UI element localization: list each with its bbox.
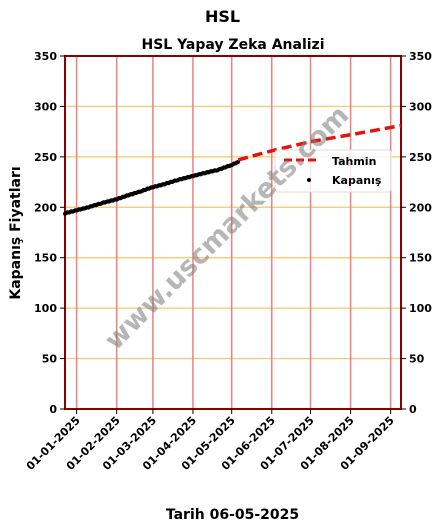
watermark: www.uscmarkets.com — [99, 100, 356, 357]
y-tick-label-right: 200 — [409, 201, 432, 214]
page-title: HSL — [204, 7, 241, 26]
y-tick-label-right: 50 — [409, 353, 425, 366]
y-tick-label-right: 100 — [409, 302, 432, 315]
chart-title: HSL Yapay Zeka Analizi — [141, 37, 324, 53]
y-tick-label: 0 — [49, 403, 57, 416]
vertical-gridlines — [75, 56, 392, 409]
y-tick-label: 350 — [34, 50, 57, 63]
y-axis-right: 0 50 100 150 200 250 300 350 — [401, 50, 432, 416]
y-tick-label: 300 — [34, 100, 57, 113]
y-tick-label-right: 300 — [409, 100, 432, 113]
y-tick-label-right: 250 — [409, 151, 432, 164]
y-tick-label: 200 — [34, 201, 57, 214]
tahmin-line — [237, 123, 402, 162]
y-tick-label: 100 — [34, 302, 57, 315]
legend: Tahmin Kapanış — [274, 149, 392, 193]
y-axis-title: Kapanış Fiyatları — [8, 166, 24, 299]
y-tick-label-right: 150 — [409, 252, 432, 265]
plot-frame — [64, 55, 402, 410]
y-axis-left: 0 50 100 150 200 250 300 350 — [34, 50, 65, 416]
y-tick-label: 250 — [34, 151, 57, 164]
y-tick-label-right: 0 — [409, 403, 417, 416]
y-tick-label-right: 350 — [409, 50, 432, 63]
footer-date: Tarih 06-05-2025 — [165, 507, 300, 523]
legend-tahmin-label: Tahmin — [332, 155, 376, 168]
series-tahmin — [237, 123, 402, 162]
y-tick-label: 150 — [34, 252, 57, 265]
x-axis: 01-01-202501-02-202501-03-202501-04-2025… — [24, 409, 397, 473]
series-kapanis — [63, 159, 241, 216]
legend-kapanis-label: Kapanış — [332, 174, 382, 187]
y-tick-label: 50 — [42, 353, 58, 366]
legend-kapanis-swatch — [307, 178, 311, 182]
